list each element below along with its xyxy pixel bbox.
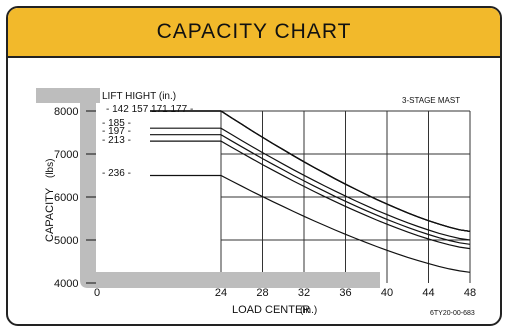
series-line-177 <box>150 110 471 232</box>
series-line-142 <box>150 110 471 232</box>
series-line-197 <box>150 134 471 245</box>
y-tick-label: 8000 <box>54 106 78 118</box>
grid <box>220 110 471 283</box>
series-line-213 <box>150 140 471 250</box>
chart-frame <box>36 88 380 288</box>
y-tick-label: 6000 <box>54 192 78 204</box>
series-line-185 <box>150 127 471 241</box>
series-line-236 <box>150 174 471 273</box>
x-axis-title: LOAD CENTER <box>232 304 310 316</box>
x-tick-label: 24 <box>215 287 227 299</box>
series-line-171 <box>150 110 471 232</box>
series-label-197: - 197 - <box>102 126 131 137</box>
x-axis-unit: (in.) <box>300 305 317 316</box>
y-tick-label: 7000 <box>54 149 78 161</box>
series-label-185: - 185 - <box>102 118 131 129</box>
x-tick-label: 48 <box>464 287 476 299</box>
x-tick-label: 32 <box>298 287 310 299</box>
x-tick-label: 44 <box>422 287 434 299</box>
x-tick-label: 40 <box>381 287 393 299</box>
chart-code: 6TY20-00-683 <box>430 310 475 317</box>
x-tick-label: 36 <box>339 287 351 299</box>
x-tick-label: 28 <box>256 287 268 299</box>
chart-labels: 4000 5000 6000 7000 8000 24 28 32 36 40 44 48 0 LOAD … <box>44 91 476 317</box>
series-label-213: - 213 - <box>102 135 131 146</box>
chart-title: CAPACITY CHART <box>156 20 352 43</box>
series-label-top: - 142 157 171 177 - <box>106 104 193 115</box>
series-line-157 <box>150 110 471 232</box>
legend-title: LIFT HIGHT (in.) <box>102 91 176 102</box>
y-axis-title: CAPACITY <box>44 187 56 242</box>
chart-subtitle: 3-STAGE MAST <box>402 96 460 105</box>
x-tick-label-zero: 0 <box>94 287 100 299</box>
y-tick-label: 5000 <box>54 235 78 247</box>
y-tick-label: 4000 <box>54 278 78 290</box>
title-banner: CAPACITY CHART <box>8 8 500 58</box>
series-label-236: - 236 - <box>102 168 131 179</box>
curves <box>150 110 471 273</box>
y-axis-unit: (lbs) <box>45 159 56 178</box>
